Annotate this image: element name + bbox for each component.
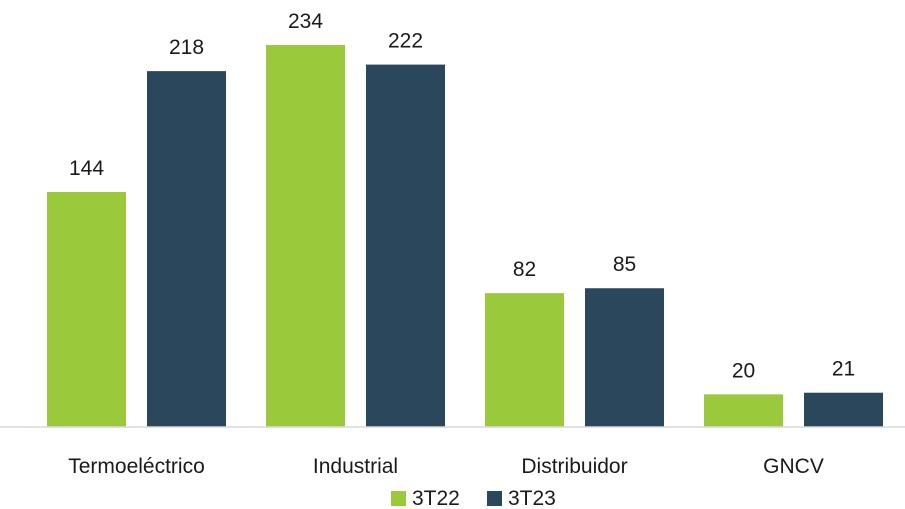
data-labels-group: 144 218 234 222 82 85 20 21 — [69, 10, 855, 382]
bar-3t23-2 — [585, 288, 664, 427]
bar-3t22-3 — [704, 394, 783, 427]
category-labels-group: Termoeléctrico Industrial Distribuidor GNCV — [68, 455, 824, 478]
legend-swatch-3t22 — [391, 491, 406, 506]
data-label-3t22-2: 82 — [513, 258, 536, 281]
data-label-3t22-0: 144 — [69, 157, 104, 180]
data-label-3t22-1: 234 — [288, 10, 323, 33]
data-label-3t23-0: 218 — [169, 36, 204, 59]
data-label-3t23-3: 21 — [832, 358, 855, 381]
bar-3t23-1 — [366, 64, 445, 427]
data-label-3t23-1: 222 — [388, 30, 423, 53]
legend: 3T22 3T23 — [391, 487, 556, 509]
data-label-3t23-2: 85 — [613, 253, 636, 276]
category-label-0: Termoeléctrico — [68, 455, 205, 478]
bar-3t22-2 — [485, 293, 564, 427]
bar-3t22-1 — [266, 45, 345, 427]
legend-swatch-3t23 — [487, 491, 502, 506]
bars-group — [47, 45, 883, 427]
data-label-3t22-3: 20 — [732, 359, 755, 382]
bar-3t23-3 — [804, 392, 883, 427]
legend-label-3t23: 3T23 — [508, 487, 556, 509]
bar-3t22-0 — [47, 191, 126, 427]
legend-label-3t22: 3T22 — [412, 487, 460, 509]
category-label-2: Distribuidor — [521, 455, 627, 478]
category-label-1: Industrial — [313, 455, 398, 478]
bar-3t23-0 — [147, 71, 226, 427]
category-label-3: GNCV — [763, 455, 824, 478]
